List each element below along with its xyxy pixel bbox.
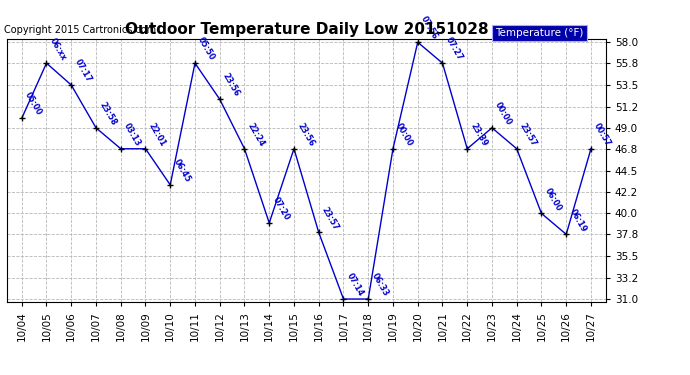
Text: 07:20: 07:20 (270, 195, 291, 222)
Text: 06:00: 06:00 (543, 186, 563, 213)
Text: Copyright 2015 Cartronics.com: Copyright 2015 Cartronics.com (4, 26, 156, 36)
Text: 23:56: 23:56 (295, 122, 316, 148)
Text: 06:33: 06:33 (369, 272, 390, 298)
Text: 00:57: 00:57 (592, 122, 613, 148)
Text: 07:17: 07:17 (72, 58, 93, 84)
Title: Outdoor Temperature Daily Low 20151028: Outdoor Temperature Daily Low 20151028 (125, 22, 488, 37)
Text: 23:39: 23:39 (469, 122, 489, 148)
Text: 05:50: 05:50 (196, 36, 217, 62)
Text: 06:45: 06:45 (172, 158, 192, 184)
Text: 22:24: 22:24 (246, 121, 266, 148)
Text: 23:56: 23:56 (221, 72, 242, 98)
Text: 07:56: 07:56 (419, 15, 440, 41)
Text: 23:57: 23:57 (320, 205, 340, 231)
Text: 06:xx: 06:xx (48, 36, 68, 62)
Text: 23:58: 23:58 (97, 100, 118, 127)
Text: 07:27: 07:27 (444, 36, 464, 62)
Text: 07:14: 07:14 (345, 272, 365, 298)
Text: 03:13: 03:13 (122, 122, 142, 148)
Text: 00:00: 00:00 (493, 100, 513, 127)
Text: 22:01: 22:01 (147, 121, 167, 148)
Text: 23:57: 23:57 (518, 122, 538, 148)
Text: 06:19: 06:19 (567, 207, 588, 233)
Text: Temperature (°F): Temperature (°F) (495, 28, 583, 38)
Text: 05:00: 05:00 (23, 91, 43, 117)
Text: 00:00: 00:00 (394, 122, 415, 148)
